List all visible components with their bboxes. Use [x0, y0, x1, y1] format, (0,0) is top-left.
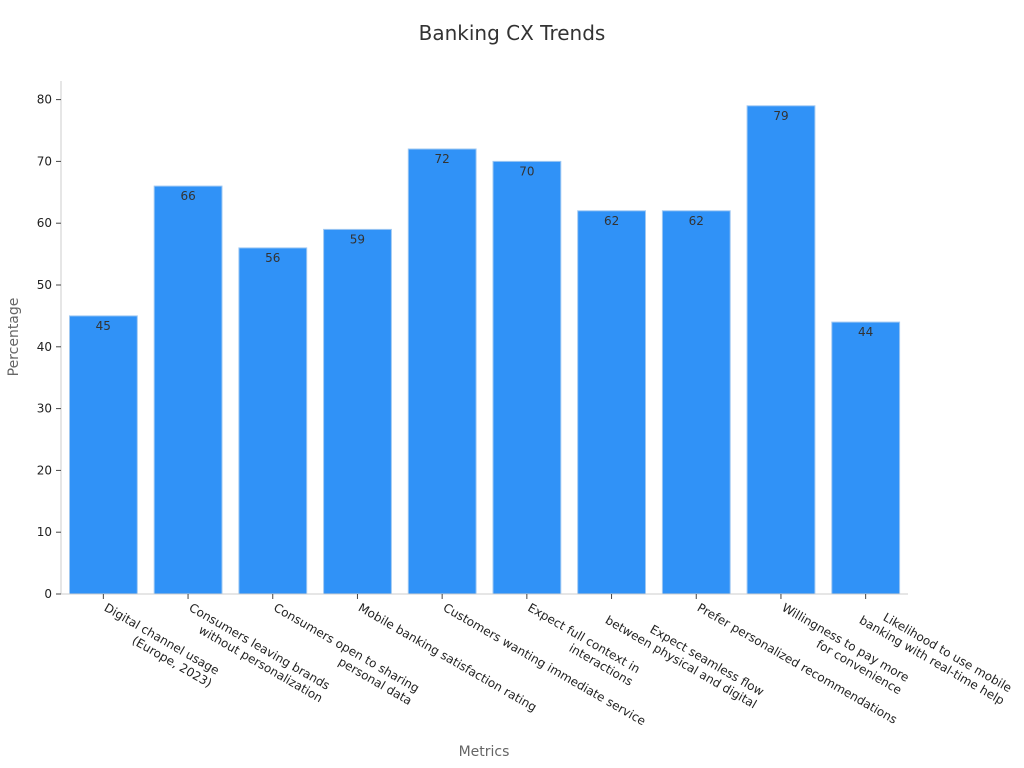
bars-layer: 45 66 56 59 72 70 62 62 79 44	[69, 105, 901, 595]
data-label-1: 66	[180, 189, 195, 203]
data-label-3: 59	[350, 232, 365, 246]
x-tick-label-5: Expect full context ininteractions	[518, 600, 642, 688]
data-label-8: 79	[773, 109, 788, 123]
data-label-9: 44	[858, 325, 873, 339]
y-tick-label-20: 20	[37, 463, 52, 477]
bar-3	[323, 228, 392, 595]
data-label-5: 70	[519, 164, 534, 178]
x-tick-label-1: Consumers leaving brandswithout personal…	[179, 600, 332, 705]
data-label-2: 56	[265, 251, 280, 265]
bar-5	[492, 160, 562, 595]
bar-2	[238, 247, 308, 595]
y-tick-label-80: 80	[37, 93, 52, 107]
y-tick-label-30: 30	[37, 402, 52, 416]
y-axis-title: Percentage	[6, 298, 22, 377]
bar-8	[746, 105, 816, 595]
bar-7	[661, 210, 731, 595]
y-tick-label-40: 40	[37, 340, 52, 354]
chart-title: Banking CX Trends	[419, 21, 606, 45]
bar-0	[69, 315, 138, 595]
y-tick-label-70: 70	[37, 154, 52, 168]
bar-9	[831, 321, 901, 595]
x-tick-label-3: Mobile banking satisfaction rating	[356, 600, 539, 714]
bar-6	[577, 210, 647, 595]
data-label-6: 62	[604, 214, 619, 228]
x-axis-title: Metrics	[459, 744, 510, 760]
y-tick-label-60: 60	[37, 216, 52, 230]
y-tick-label-50: 50	[37, 278, 52, 292]
bar-1	[153, 185, 223, 595]
data-label-0: 45	[96, 319, 111, 333]
data-label-7: 62	[689, 214, 704, 228]
y-tick-label-10: 10	[37, 525, 52, 539]
data-label-4: 72	[435, 152, 450, 166]
bar-4	[407, 148, 477, 595]
y-tick-label-0: 0	[44, 587, 52, 601]
